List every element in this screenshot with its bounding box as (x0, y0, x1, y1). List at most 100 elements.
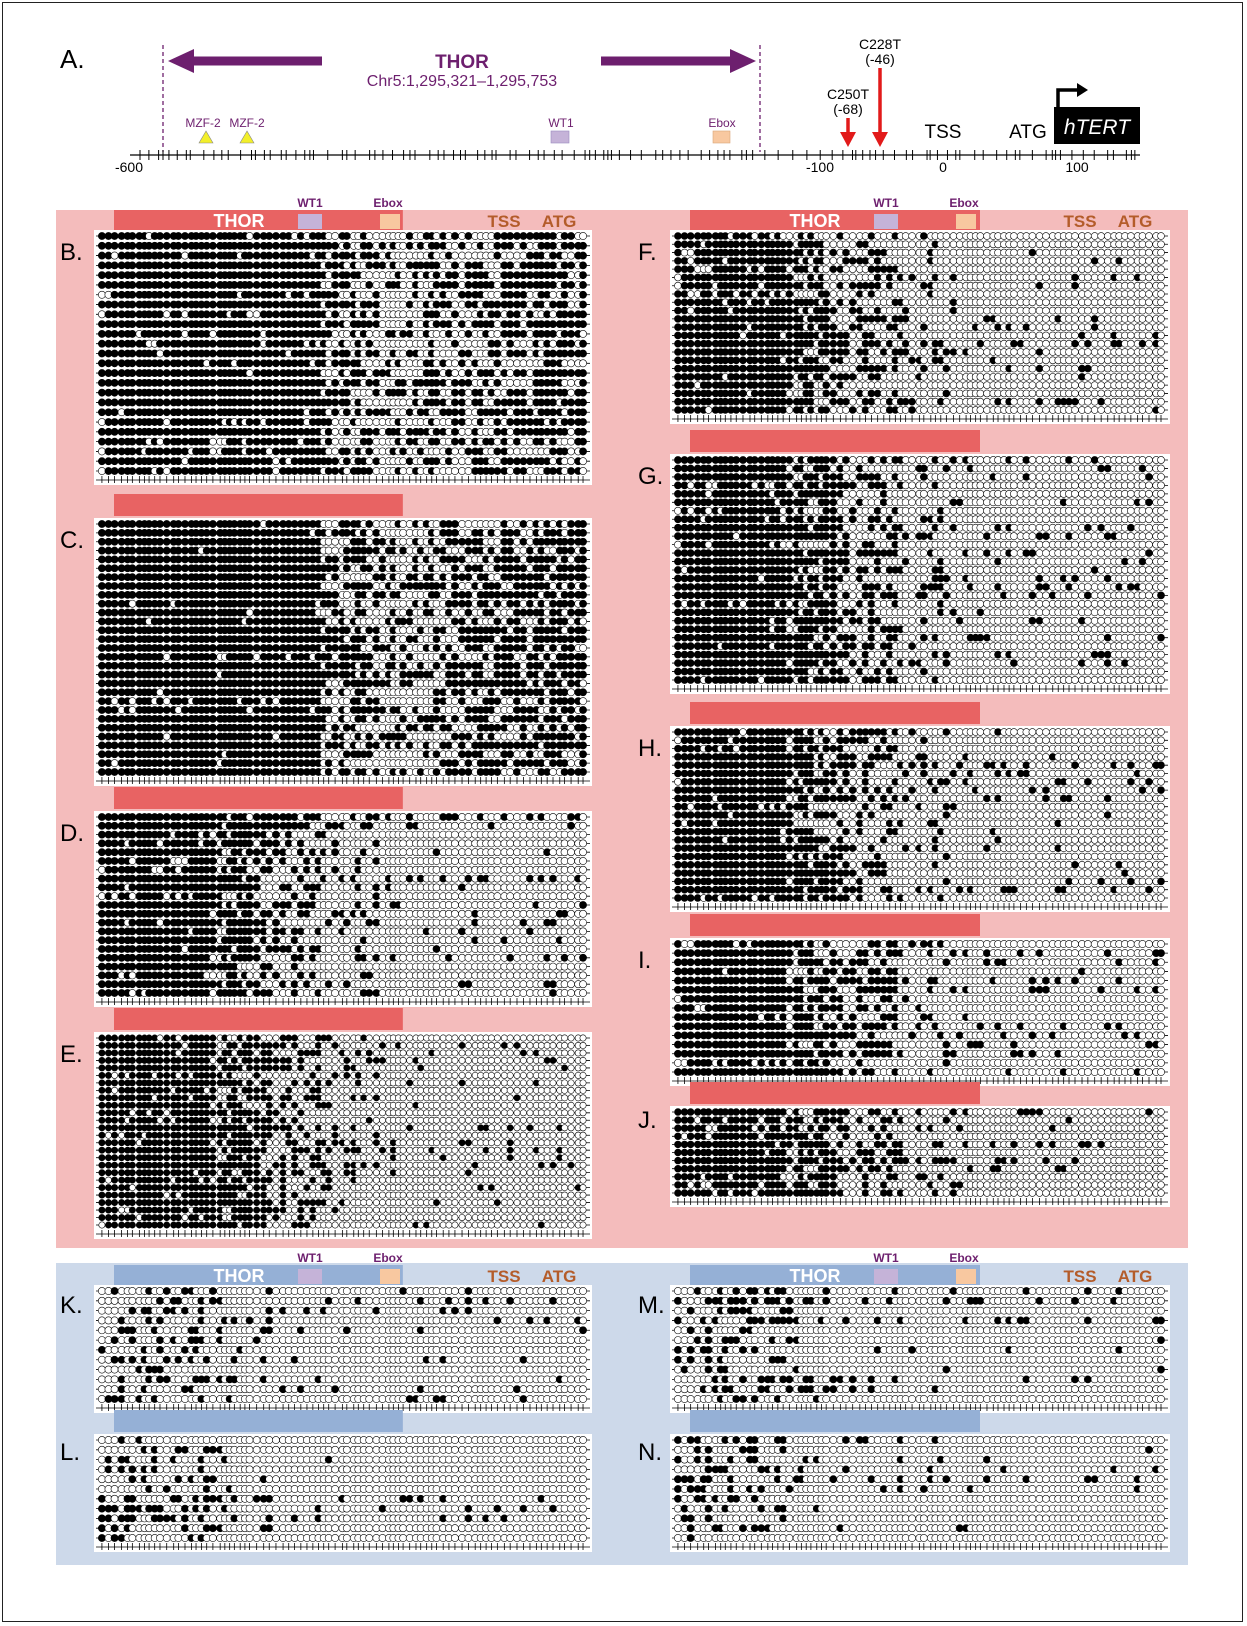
panel-k: THOR WT1 Ebox TSS ATG K. (60, 1251, 592, 1413)
lollipop-panel (670, 1434, 1170, 1552)
header-ebox-label: Ebox (949, 1251, 979, 1265)
header-wt1-label: WT1 (297, 1251, 323, 1265)
panel-i: I. (638, 914, 1170, 1086)
header-ebox-box (956, 1269, 976, 1284)
thor-title: THOR (435, 52, 489, 73)
header-wt1-box (298, 1269, 322, 1284)
mzf2-label-2: MZF-2 (229, 116, 265, 130)
read-rows (672, 232, 1168, 414)
header-tss-label: TSS (487, 212, 520, 231)
thor-region-bar (114, 1410, 403, 1432)
ebox-box (712, 130, 731, 144)
read-rows (96, 813, 590, 997)
c228t-position: (-46) (865, 51, 895, 67)
c228t-arrow-head (872, 132, 888, 147)
ebox-label: Ebox (708, 116, 735, 130)
top-axis-cpg-ticks (139, 150, 1136, 160)
htert-label: hTERT (1064, 116, 1132, 139)
c250t-position: (-68) (833, 101, 863, 117)
panel-label: M. (638, 1292, 665, 1319)
thor-right-arrow-head (730, 49, 756, 73)
thor-left-arrow-head (168, 49, 194, 73)
panel-l: L. (60, 1410, 592, 1552)
axis-tick-3: 100 (1065, 159, 1089, 175)
panel-label: L. (60, 1439, 80, 1466)
axis-tick-0: -600 (115, 159, 143, 175)
mzf2-triangle-1 (198, 130, 214, 144)
header-thor: THOR (790, 211, 841, 231)
read-rows (96, 1436, 590, 1542)
panel-label-a: A. (60, 44, 85, 74)
wt1-label: WT1 (548, 116, 574, 130)
panel-n: N. (638, 1410, 1170, 1552)
panel-label: H. (638, 735, 662, 762)
header-thor: THOR (790, 1266, 841, 1286)
header-thor: THOR (214, 211, 265, 231)
header-tss-label: TSS (487, 1267, 520, 1286)
tss-label: TSS (925, 122, 962, 143)
read-rows (672, 1436, 1168, 1542)
panel-label: J. (638, 1107, 657, 1134)
thor-region-bar (114, 494, 403, 516)
panel-g: G. (638, 430, 1170, 694)
header-tss-label: TSS (1063, 1267, 1096, 1286)
read-rows (96, 232, 590, 475)
panel-label: G. (638, 463, 663, 490)
header-ebox-box (380, 214, 400, 229)
header-ebox-label: Ebox (373, 1251, 403, 1265)
htert-tss-arrow-head (1077, 83, 1088, 97)
header-atg-label: ATG (542, 1267, 577, 1286)
header-atg-label: ATG (1118, 212, 1153, 231)
header-wt1-label: WT1 (297, 196, 323, 210)
header-wt1-box (874, 1269, 898, 1284)
panel-label: C. (60, 527, 84, 554)
htert-tss-arrow (1056, 88, 1078, 107)
thor-region-bar (114, 1265, 403, 1287)
panel-h: H. (638, 702, 1170, 912)
panel-label: D. (60, 820, 84, 847)
read-rows (672, 1287, 1168, 1403)
thor-region-bar (690, 702, 980, 724)
panel-c: C. (60, 494, 592, 786)
header-ebox-box (380, 1269, 400, 1284)
header-tss-label: TSS (1063, 212, 1096, 231)
atg-label: ATG (1009, 122, 1047, 143)
thor-region-bar (690, 430, 980, 452)
thor-region-bar (690, 1082, 980, 1104)
read-rows (672, 728, 1168, 902)
lollipop-panel (94, 1434, 592, 1552)
htert-box (1054, 107, 1140, 144)
header-atg-label: ATG (1118, 1267, 1153, 1286)
panel-d: D. (60, 787, 592, 1007)
header-ebox-label: Ebox (949, 196, 979, 210)
thor-coordinates: Chr5:1,295,321–1,295,753 (367, 73, 557, 90)
axis-tick-1: -100 (806, 159, 834, 175)
read-rows (672, 456, 1168, 684)
panel-label: K. (60, 1292, 83, 1319)
header-thor: THOR (214, 1266, 265, 1286)
thor-region-bar (114, 210, 403, 232)
read-rows (96, 520, 590, 776)
thor-region-bar (114, 1008, 403, 1030)
wt1-box (550, 130, 570, 144)
header-ebox-label: Ebox (373, 196, 403, 210)
axis-tick-2: 0 (939, 159, 947, 175)
header-wt1-label: WT1 (873, 1251, 899, 1265)
panel-label: F. (638, 239, 657, 266)
header-atg-label: ATG (542, 212, 577, 231)
thor-region-bar (114, 787, 403, 809)
panel-label: N. (638, 1439, 662, 1466)
mzf2-triangle-2 (239, 130, 255, 144)
thor-region-bar (690, 914, 980, 936)
panel-j: J. (638, 1082, 1170, 1207)
c250t-label: C250T (827, 86, 869, 102)
panel-m: THOR WT1 Ebox TSS ATG M. (638, 1251, 1170, 1413)
thor-region-bar (690, 1410, 980, 1432)
header-wt1-box (298, 214, 322, 229)
read-rows (672, 940, 1168, 1076)
panel-e: E. (60, 1008, 592, 1239)
c250t-arrow-head (840, 132, 856, 147)
thor-region-bar (690, 210, 980, 232)
